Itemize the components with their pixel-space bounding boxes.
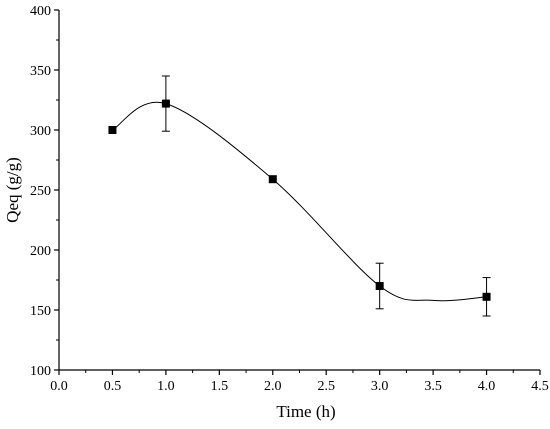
data-point [375, 282, 384, 290]
error-bars [161, 75, 491, 317]
x-tick-label: 0.0 [50, 379, 68, 394]
y-axis-title: Qeq (g/g) [3, 157, 22, 223]
x-tick-label: 4.0 [478, 379, 496, 394]
x-tick-label: 1.0 [157, 379, 175, 394]
data-points [108, 99, 491, 301]
x-tick-label: 2.0 [264, 379, 282, 394]
y-tick-label: 350 [30, 64, 51, 79]
axes: 0.0 0.5 1.0 1.5 2.0 2.5 3.0 3.5 4.0 4.5 100 150 200 2… [30, 4, 549, 394]
data-point [161, 99, 170, 108]
x-tick-label: 4.5 [531, 379, 549, 394]
y-tick-label: 250 [30, 184, 51, 199]
fit-curve-group [112, 101, 487, 302]
data-point [482, 292, 491, 301]
fit-curve-line [112, 101, 487, 302]
y-tick-label: 400 [30, 4, 51, 19]
y-tick-label: 300 [30, 124, 51, 139]
y-tick-label: 150 [30, 304, 51, 319]
x-tick-label: 3.5 [424, 379, 442, 394]
x-tick-label: 3.0 [371, 379, 389, 394]
x-axis-title: Time (h) [276, 402, 335, 421]
data-point [268, 175, 277, 184]
x-tick-label: 0.5 [104, 379, 122, 394]
y-tick-label: 100 [30, 364, 51, 379]
data-point [108, 126, 117, 134]
x-tick-label: 2.5 [317, 379, 335, 394]
x-tick-label: 1.5 [211, 379, 229, 394]
y-tick-label: 200 [30, 244, 51, 259]
